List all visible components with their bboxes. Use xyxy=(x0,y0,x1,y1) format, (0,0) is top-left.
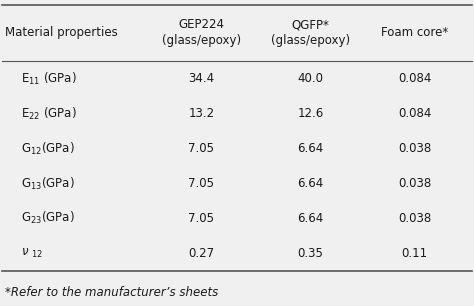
Text: 7.05: 7.05 xyxy=(189,177,214,190)
Text: 0.35: 0.35 xyxy=(298,247,323,260)
Text: 12.6: 12.6 xyxy=(297,107,324,120)
Text: 40.0: 40.0 xyxy=(298,72,323,85)
Text: 0.038: 0.038 xyxy=(398,212,431,225)
Text: E$_{11}$ (GPa): E$_{11}$ (GPa) xyxy=(21,71,77,87)
Text: GEP224
(glass/epoxy): GEP224 (glass/epoxy) xyxy=(162,18,241,47)
Text: Foam core*: Foam core* xyxy=(381,26,448,39)
Text: 0.11: 0.11 xyxy=(401,247,428,260)
Text: G$_{13}$(GPa): G$_{13}$(GPa) xyxy=(21,175,75,192)
Text: 13.2: 13.2 xyxy=(188,107,215,120)
Text: QGFP*
(glass/epoxy): QGFP* (glass/epoxy) xyxy=(271,18,350,47)
Text: 0.084: 0.084 xyxy=(398,107,431,120)
Text: 0.038: 0.038 xyxy=(398,177,431,190)
Text: $\nu$ $_{12}$: $\nu$ $_{12}$ xyxy=(21,247,44,260)
Text: 0.038: 0.038 xyxy=(398,142,431,155)
Text: 6.64: 6.64 xyxy=(297,212,324,225)
Text: *Refer to the manufacturer’s sheets: *Refer to the manufacturer’s sheets xyxy=(5,286,218,299)
Text: 6.64: 6.64 xyxy=(297,142,324,155)
Text: 34.4: 34.4 xyxy=(188,72,215,85)
Text: G$_{12}$(GPa): G$_{12}$(GPa) xyxy=(21,140,75,157)
Text: 0.27: 0.27 xyxy=(188,247,215,260)
Text: 7.05: 7.05 xyxy=(189,212,214,225)
Text: 6.64: 6.64 xyxy=(297,177,324,190)
Text: E$_{22}$ (GPa): E$_{22}$ (GPa) xyxy=(21,106,77,122)
Text: Material properties: Material properties xyxy=(5,26,118,39)
Text: G$_{23}$(GPa): G$_{23}$(GPa) xyxy=(21,210,75,226)
Text: 7.05: 7.05 xyxy=(189,142,214,155)
Text: 0.084: 0.084 xyxy=(398,72,431,85)
